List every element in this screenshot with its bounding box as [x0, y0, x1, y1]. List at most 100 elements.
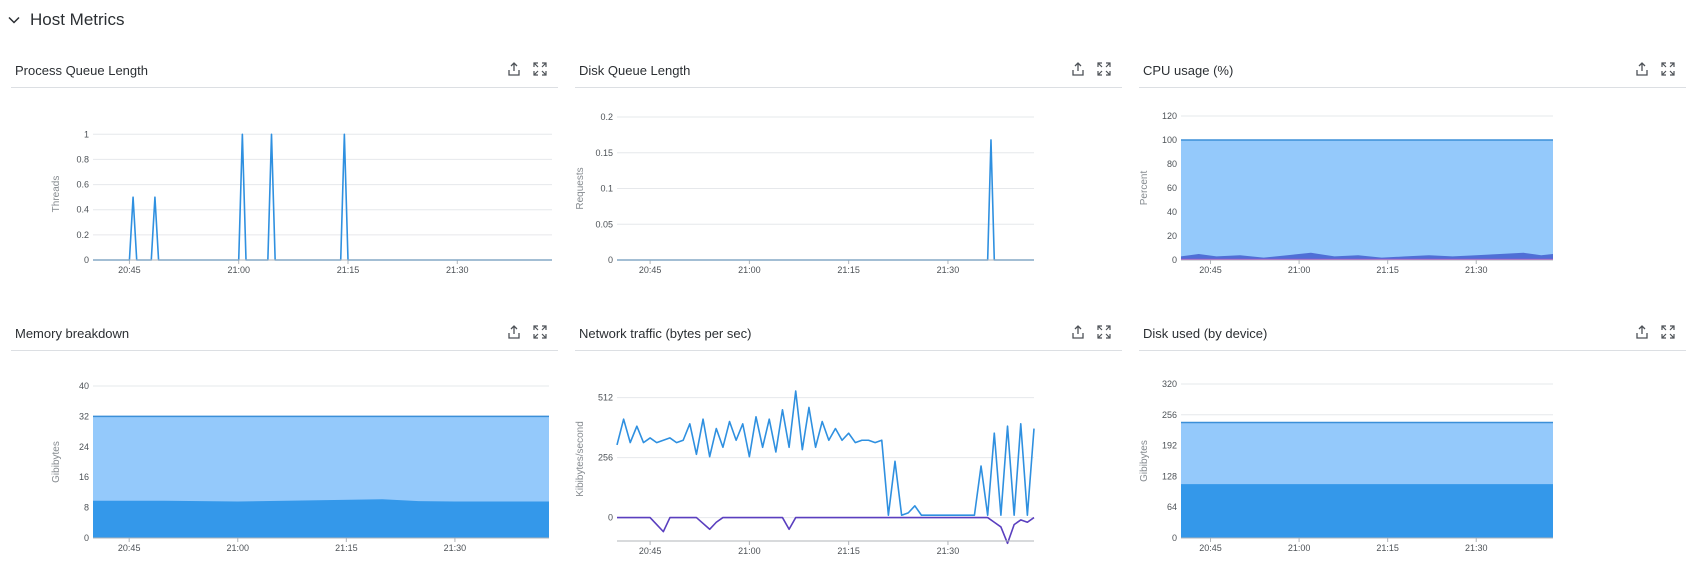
export-icon[interactable] — [506, 61, 522, 77]
y-tick-label: 16 — [79, 472, 89, 482]
area-series-1 — [93, 499, 549, 538]
y-tick-label: 20 — [1167, 231, 1177, 241]
y-tick-label: 0 — [1172, 255, 1177, 265]
x-tick-label: 21:30 — [1465, 265, 1488, 275]
y-tick-label: 0 — [608, 513, 613, 523]
panel-title: Memory breakdown — [15, 326, 130, 341]
x-tick-label: 21:15 — [337, 265, 360, 275]
y-tick-label: 24 — [79, 442, 89, 452]
x-tick-label: 20:45 — [118, 543, 141, 553]
panel-header: Memory breakdown — [11, 316, 558, 351]
y-axis-label: Threads — [51, 176, 62, 213]
y-tick-label: 0 — [608, 255, 613, 265]
y-tick-label: 0.4 — [76, 205, 89, 215]
y-tick-label: 320 — [1162, 379, 1177, 389]
area-series-1 — [1181, 252, 1553, 260]
export-icon[interactable] — [1634, 61, 1650, 77]
y-tick-label: 32 — [79, 411, 89, 421]
x-tick-label: 20:45 — [639, 546, 662, 556]
x-tick-label: 20:45 — [118, 265, 141, 275]
y-tick-label: 512 — [598, 393, 613, 403]
y-tick-label: 0.8 — [76, 154, 89, 164]
y-axis-label: Gibibytes — [1139, 440, 1150, 482]
area-series-1 — [1181, 484, 1553, 538]
expand-icon[interactable] — [532, 324, 548, 340]
y-tick-label: 192 — [1162, 441, 1177, 451]
panel-header: Network traffic (bytes per sec) — [575, 316, 1122, 351]
y-tick-label: 256 — [1162, 410, 1177, 420]
y-tick-label: 0.1 — [600, 184, 613, 194]
panel-cpu-usage: CPU usage (%) 0 20 40 60 80 100 120 20:45 21:00 2… — [1139, 53, 1686, 293]
y-tick-label: 0 — [1172, 533, 1177, 543]
panel-disk-used: Disk used (by device) 0 64 128 192 256 320 20:… — [1139, 316, 1686, 578]
export-icon[interactable] — [506, 324, 522, 340]
y-tick-label: 40 — [79, 381, 89, 391]
x-tick-label: 20:45 — [1199, 265, 1222, 275]
y-tick-label: 0 — [84, 533, 89, 543]
y-tick-label: 80 — [1167, 159, 1177, 169]
y-tick-label: 60 — [1167, 183, 1177, 193]
panel-title: Process Queue Length — [15, 63, 148, 78]
y-tick-label: 0.6 — [76, 180, 89, 190]
expand-icon[interactable] — [1096, 61, 1112, 77]
x-tick-label: 21:00 — [227, 265, 250, 275]
y-tick-label: 0.2 — [600, 112, 613, 122]
expand-icon[interactable] — [1096, 324, 1112, 340]
export-icon[interactable] — [1634, 324, 1650, 340]
x-tick-label: 21:00 — [738, 265, 761, 275]
x-tick-label: 21:30 — [444, 543, 467, 553]
x-tick-label: 21:00 — [226, 543, 249, 553]
panel-header: Process Queue Length — [11, 53, 558, 88]
y-tick-label: 8 — [84, 503, 89, 513]
x-tick-label: 20:45 — [1199, 543, 1222, 553]
y-tick-label: 1 — [84, 129, 89, 139]
panel-header: Disk Queue Length — [575, 53, 1122, 88]
panel-disk-queue: Disk Queue Length 0 0.05 0.1 0.15 0.2 20:45 21… — [575, 53, 1122, 293]
panel-title: Disk used (by device) — [1143, 326, 1268, 341]
y-axis-label: Kibibytes/second — [575, 421, 586, 497]
x-tick-label: 21:15 — [1376, 265, 1399, 275]
chart-network-traffic: 0 256 512 20:45 21:00 21:15 21:30 Kibibytes/sec… — [575, 351, 1122, 578]
export-icon[interactable] — [1070, 61, 1086, 77]
export-icon[interactable] — [1070, 324, 1086, 340]
y-tick-label: 120 — [1162, 111, 1177, 121]
x-tick-label: 21:30 — [1465, 543, 1488, 553]
x-tick-label: 21:00 — [738, 546, 761, 556]
chevron-down-icon — [8, 16, 20, 24]
panel-header: CPU usage (%) — [1139, 53, 1686, 88]
panel-process-queue: Process Queue Length 0 0.2 0.4 0.6 0.8 1 20:45… — [11, 53, 558, 293]
x-tick-label: 21:00 — [1288, 543, 1311, 553]
panel-header: Disk used (by device) — [1139, 316, 1686, 351]
chart-disk-queue: 0 0.05 0.1 0.15 0.2 20:45 21:00 21:15 21:30 Reque… — [575, 88, 1122, 293]
chart-cpu-usage: 0 20 40 60 80 100 120 20:45 21:00 21:15 21:30 Perce… — [1139, 88, 1686, 293]
x-tick-label: 21:15 — [1376, 543, 1399, 553]
y-tick-label: 40 — [1167, 207, 1177, 217]
x-tick-label: 21:30 — [937, 265, 960, 275]
x-tick-label: 21:30 — [446, 265, 469, 275]
line-series-1 — [617, 516, 1035, 545]
panel-title: Disk Queue Length — [579, 63, 691, 78]
line-series-0 — [93, 133, 552, 261]
x-tick-label: 21:30 — [937, 546, 960, 556]
panel-title: CPU usage (%) — [1143, 63, 1234, 78]
y-axis-label: Requests — [575, 167, 586, 209]
y-axis-label: Gibibytes — [51, 441, 62, 483]
expand-icon[interactable] — [1660, 324, 1676, 340]
area-series-0 — [1181, 140, 1553, 260]
expand-icon[interactable] — [1660, 61, 1676, 77]
y-tick-label: 64 — [1167, 502, 1177, 512]
chart-process-queue: 0 0.2 0.4 0.6 0.8 1 20:45 21:00 21:15 21:30 Thread… — [11, 88, 558, 293]
line-series-0 — [616, 390, 1035, 517]
expand-icon[interactable] — [532, 61, 548, 77]
chart-memory-breakdown: 0 8 16 24 32 40 20:45 21:00 21:15 21:30 Gibibytes — [11, 351, 558, 578]
y-axis-label: Percent — [1139, 171, 1150, 206]
y-tick-label: 128 — [1162, 471, 1177, 481]
y-tick-label: 0.15 — [595, 148, 613, 158]
panel-memory-breakdown: Memory breakdown 0 8 16 24 32 40 20:45 21:00 21:… — [11, 316, 558, 578]
section-toggle[interactable]: Host Metrics — [6, 8, 124, 32]
x-tick-label: 20:45 — [639, 265, 662, 275]
x-tick-label: 21:15 — [837, 265, 860, 275]
chart-disk-used: 0 64 128 192 256 320 20:45 21:00 21:15 21:30 Gibib… — [1139, 351, 1686, 578]
line-series-0 — [617, 139, 1034, 261]
panel-title: Network traffic (bytes per sec) — [579, 326, 752, 341]
